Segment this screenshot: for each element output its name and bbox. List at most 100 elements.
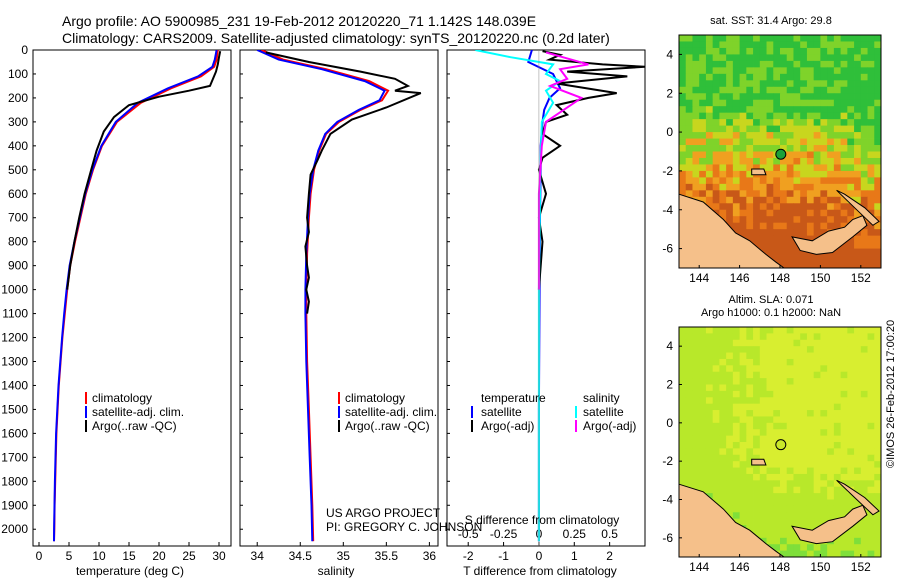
map-cell	[847, 203, 855, 211]
map-cell	[806, 505, 815, 513]
map-cell	[712, 352, 720, 360]
map-cell	[847, 442, 855, 449]
map-cell	[840, 333, 848, 341]
map-cell	[786, 448, 794, 456]
map-cell	[746, 442, 754, 449]
map-cell	[793, 327, 801, 334]
map-cell	[759, 99, 767, 107]
map-cell	[847, 145, 855, 152]
map-cell	[685, 339, 693, 347]
map-cell	[679, 390, 687, 398]
map-cell	[840, 99, 848, 107]
map-cell	[773, 80, 781, 88]
map-lat-tick-label: -6	[662, 531, 673, 545]
map-cell	[759, 145, 767, 152]
map-cell	[867, 327, 875, 334]
map-cell	[766, 461, 774, 468]
map-cell	[874, 493, 882, 500]
map-cell	[719, 429, 727, 437]
map-cell	[712, 35, 720, 42]
map-cell	[699, 80, 707, 88]
map-cell	[746, 151, 754, 159]
map-cell	[793, 222, 801, 230]
map-cell	[840, 390, 848, 398]
map-cell	[806, 157, 815, 165]
map-cell	[800, 261, 808, 269]
map-cell	[746, 410, 754, 417]
map-cell	[773, 352, 781, 360]
map-cell	[860, 73, 868, 81]
map-cell	[800, 429, 808, 437]
map-cell	[867, 255, 875, 262]
map-cell	[726, 138, 734, 146]
map-cell	[860, 80, 868, 88]
map-cell	[773, 67, 781, 75]
map-cell	[766, 86, 774, 94]
map-cell	[732, 371, 740, 379]
map-cell	[705, 190, 714, 198]
map-cell	[705, 384, 714, 392]
depth-tick-label: 200	[8, 91, 28, 105]
map-cell	[820, 505, 828, 513]
map-cell	[793, 47, 801, 55]
map-cell	[820, 106, 828, 114]
map-cell	[753, 429, 761, 437]
map-cell	[806, 183, 815, 191]
map-cell	[780, 461, 788, 468]
map-cell	[712, 327, 720, 334]
map-cell	[874, 499, 882, 507]
map-cell	[766, 67, 774, 75]
map-cell	[847, 429, 855, 437]
map-cell	[860, 54, 868, 62]
legend-label-climatology: climatology	[345, 391, 405, 405]
map-cell	[840, 261, 848, 269]
map-cell	[827, 403, 835, 411]
map-cell	[874, 544, 882, 552]
map-cell	[813, 339, 821, 347]
map-cell	[786, 461, 794, 468]
map-cell	[732, 125, 740, 133]
map-cell	[793, 170, 801, 178]
map-cell	[867, 235, 875, 243]
map-cell	[867, 531, 875, 539]
map-cell	[800, 448, 808, 456]
map-cell	[840, 209, 848, 217]
map-cell	[800, 145, 808, 152]
map-cell	[786, 145, 794, 152]
map-cell	[860, 41, 868, 49]
map-cell	[746, 35, 754, 42]
map-cell	[746, 216, 754, 224]
map-cell	[820, 358, 828, 366]
map-cell	[840, 486, 848, 494]
map-cell	[712, 448, 720, 456]
map-cell	[773, 106, 781, 114]
map-cell	[854, 35, 862, 42]
map-cell	[753, 60, 761, 68]
map-cell	[780, 467, 788, 475]
s-difference-tick-label: -0.5	[458, 527, 479, 541]
map-cell	[827, 467, 835, 475]
map-cell	[813, 35, 821, 42]
map-cell	[786, 403, 794, 411]
map-cell	[786, 378, 794, 385]
map-cell	[867, 35, 875, 42]
map-cell	[833, 119, 841, 127]
map-cell	[739, 410, 747, 417]
map-cell	[793, 151, 801, 159]
map-cell	[833, 505, 841, 513]
map-cell	[759, 157, 767, 165]
map-cell	[786, 550, 794, 558]
map-cell	[746, 371, 754, 379]
map-cell	[766, 112, 774, 120]
map-cell	[833, 196, 841, 204]
map-cell	[800, 499, 808, 507]
map-cell	[827, 378, 835, 385]
map-cell	[860, 480, 868, 488]
map-cell	[813, 209, 821, 217]
depth-tick-label: 1200	[1, 331, 28, 345]
map-cell	[732, 196, 740, 204]
map-cell	[827, 358, 835, 366]
map-cell	[739, 422, 747, 430]
map-cell	[705, 164, 714, 172]
map-cell	[860, 255, 868, 262]
